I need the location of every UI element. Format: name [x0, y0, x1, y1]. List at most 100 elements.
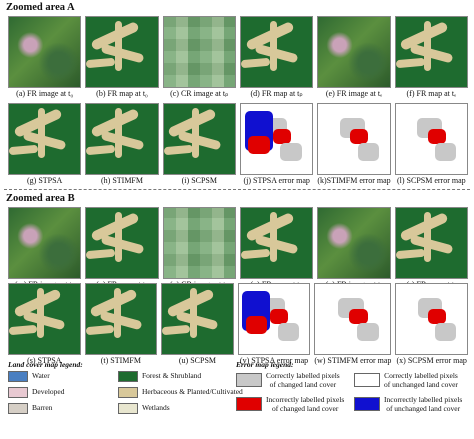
panel: (d) FR map at tₚ	[240, 16, 314, 101]
panel: (a) FR image at t₀	[8, 16, 82, 101]
error-blob	[245, 315, 267, 334]
panel: (u) SCPSM	[161, 283, 234, 368]
map-region	[163, 144, 193, 156]
error-legend-line1: Incorrectly labelled pixels	[266, 395, 345, 404]
error-blob	[356, 322, 380, 341]
panel-caption: (v) STPSA error map	[239, 356, 309, 365]
panel: (i) SCPSM	[162, 103, 236, 188]
area-b-row2: (s) STPSA (t) STIMFM (u) SCPSM (v) STPSA er…	[8, 283, 468, 368]
map-region	[241, 248, 270, 260]
error-legend-item: Correctly labelled pixels of changed land…	[236, 371, 340, 389]
map-region	[424, 211, 432, 262]
panel-caption: (j) STPSA error map	[243, 176, 310, 185]
panel-caption: (i) SCPSM	[181, 176, 217, 185]
area-separator	[4, 189, 470, 190]
error-legend-line2: of unchanged land cover	[384, 380, 458, 389]
error-map-image	[317, 103, 391, 175]
panel: (w) STIMFM error map	[314, 283, 392, 368]
error-legend-swatch	[354, 373, 380, 387]
panel-caption: (x) SCPSM error map	[396, 356, 467, 365]
panel-caption: (d) FR map at tₚ	[250, 89, 303, 98]
map-region	[86, 248, 116, 260]
panel: (t) STIMFM	[84, 283, 158, 368]
error-blob	[349, 308, 368, 324]
error-legend-line2: of changed land cover	[269, 380, 337, 389]
land-cover-map-image	[162, 103, 236, 175]
panel: (b) FR map at t₀	[85, 16, 159, 101]
error-blob	[357, 142, 379, 161]
panel: (e) FR image at tₑ	[317, 16, 391, 101]
error-legend-line1: Correctly labelled pixels	[266, 371, 340, 380]
map-region	[114, 20, 122, 71]
error-map-image	[314, 283, 392, 355]
land-cover-map-image	[85, 16, 159, 88]
panel-caption: (s) STPSA	[27, 356, 62, 365]
legend-item: Developed	[8, 387, 65, 398]
panel-caption: (h) STIMFM	[100, 176, 143, 185]
legend-label: Forest & Shrubland	[142, 371, 202, 381]
panel: (h) STIMFM	[85, 103, 159, 188]
map-region	[86, 57, 116, 69]
land-cover-map-image	[161, 283, 234, 355]
land-cover-map-image	[8, 283, 81, 355]
panel: (c) CR image at tₚ	[162, 16, 236, 101]
satellite-image	[8, 16, 82, 88]
legend-label: Barren	[32, 403, 53, 413]
panel: (q) FR image at tₑ	[317, 207, 391, 292]
land-cover-legend-title: Land cover map legend:	[8, 360, 83, 369]
legend-item: Water	[8, 371, 50, 382]
panel-caption: (k)STIMFM error map	[317, 176, 391, 185]
legend-item: Wetlands	[118, 403, 170, 414]
panel-caption: (l) SCPSM error map	[396, 176, 466, 185]
legend-swatch	[8, 403, 28, 414]
legend-swatch	[8, 371, 28, 382]
map-region	[269, 211, 277, 262]
legend-item: Herbaceous & Planted/Cultivated	[118, 387, 243, 398]
coarse-image	[162, 207, 236, 279]
satellite-image	[317, 16, 391, 88]
panel: (f) FR map at tₑ	[394, 16, 468, 101]
panel: (l) SCPSM error map	[394, 103, 468, 188]
error-blob	[270, 308, 289, 324]
satellite-image	[8, 207, 82, 279]
error-blob	[350, 128, 369, 144]
land-cover-map-image	[84, 283, 158, 355]
error-map-image	[240, 103, 314, 175]
map-region	[9, 144, 38, 156]
error-legend-swatch	[236, 373, 262, 387]
panel-caption: (a) FR image at t₀	[16, 89, 74, 98]
error-legend-line2: of changed land cover	[271, 404, 339, 413]
map-region	[424, 20, 432, 71]
map-region	[114, 211, 122, 262]
error-legend-text: Correctly labelled pixels of unchanged la…	[384, 371, 458, 389]
map-region	[86, 144, 116, 156]
panel: (x) SCPSM error map	[395, 283, 468, 368]
land-cover-map-image	[240, 207, 314, 279]
map-region	[192, 107, 200, 158]
error-legend-item: Correctly labelled pixels of unchanged la…	[354, 371, 458, 389]
error-legend-line1: Incorrectly labelled pixels	[384, 395, 463, 404]
land-cover-map-image	[394, 207, 468, 279]
error-map-image	[237, 283, 311, 355]
error-legend-item: Incorrectly labelled pixels of changed la…	[236, 395, 344, 413]
error-legend-text: Incorrectly labelled pixels of changed la…	[266, 395, 344, 413]
panel: (p) FR map at tₚ	[240, 207, 314, 292]
map-region	[395, 57, 425, 69]
error-blob	[434, 142, 457, 161]
error-legend-line1: Correctly labelled pixels	[384, 371, 458, 380]
error-legend-swatch	[236, 397, 262, 411]
error-blob	[428, 308, 446, 324]
error-legend-title: Error map legend:	[236, 360, 294, 369]
map-region	[37, 107, 45, 158]
error-legend-text: Incorrectly labelled pixels of unchanged …	[384, 395, 462, 413]
panel-caption: (t) STIMFM	[100, 356, 141, 365]
map-region	[269, 20, 277, 71]
panel: (r) FR map at tₑ	[394, 207, 468, 292]
zoomed-area-a-title: Zoomed area A	[6, 2, 75, 13]
legend-swatch	[118, 387, 138, 398]
panel: (m) FR image at t₀	[8, 207, 82, 292]
error-blob	[427, 128, 446, 144]
error-legend-text: Correctly labelled pixels of changed land…	[266, 371, 340, 389]
error-map-image	[395, 283, 468, 355]
error-blob	[435, 322, 457, 341]
